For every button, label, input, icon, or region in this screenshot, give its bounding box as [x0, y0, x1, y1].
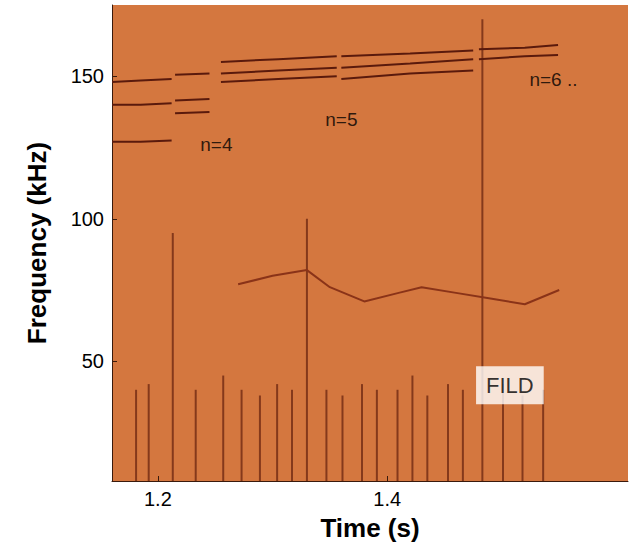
svg-text:n=5: n=5: [325, 109, 357, 130]
svg-text:n=4: n=4: [200, 134, 233, 155]
svg-text:50: 50: [82, 350, 104, 372]
svg-text:Frequency (kHz): Frequency (kHz): [22, 142, 52, 344]
svg-text:1.2: 1.2: [144, 488, 172, 510]
svg-text:150: 150: [71, 65, 104, 87]
svg-text:FILD: FILD: [486, 373, 534, 398]
svg-text:100: 100: [71, 208, 104, 230]
svg-text:1.4: 1.4: [373, 488, 401, 510]
svg-text:Time (s): Time (s): [320, 513, 419, 543]
svg-text:n=6 ..: n=6 ..: [529, 69, 577, 90]
